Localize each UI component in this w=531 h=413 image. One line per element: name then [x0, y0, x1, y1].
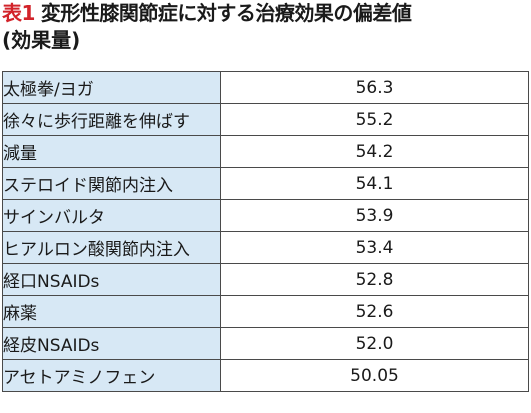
value-cell: 54.2	[220, 135, 529, 168]
table-number: 表1	[2, 1, 35, 25]
table-row: 徐々に歩行距離を伸ばす 55.2	[2, 103, 529, 136]
table-row: 減量 54.2	[2, 135, 529, 168]
value-cell: 53.9	[220, 199, 529, 232]
table-body: 太極拳/ヨガ 56.3 徐々に歩行距離を伸ばす 55.2 減量 54.2 ステロ…	[2, 71, 529, 392]
treatment-cell: ヒアルロン酸関節内注入	[2, 231, 221, 264]
table-row: アセトアミノフェン 50.05	[2, 359, 529, 392]
treatment-cell: 経皮NSAIDs	[2, 327, 221, 360]
table-row: 麻薬 52.6	[2, 295, 529, 328]
table-row: ヒアルロン酸関節内注入 53.4	[2, 231, 529, 264]
value-cell: 55.2	[220, 103, 529, 136]
table-row: 太極拳/ヨガ 56.3	[2, 71, 529, 104]
value-cell: 50.05	[220, 359, 529, 392]
value-cell: 53.4	[220, 231, 529, 264]
table-row: ステロイド関節内注入 54.1	[2, 167, 529, 200]
table-row: サインバルタ 53.9	[2, 199, 529, 232]
page-title: 表1 変形性膝関節症に対する治療効果の偏差値	[2, 0, 529, 27]
treatment-cell: 麻薬	[2, 295, 221, 328]
treatment-cell: ステロイド関節内注入	[2, 167, 221, 200]
treatment-cell: 太極拳/ヨガ	[2, 71, 221, 104]
treatment-cell: 徐々に歩行距離を伸ばす	[2, 103, 221, 136]
page-subtitle: (効果量)	[2, 28, 81, 52]
table-caption: 表1 変形性膝関節症に対する治療効果の偏差値 (効果量)	[2, 0, 529, 54]
treatment-cell: 経口NSAIDs	[2, 263, 221, 296]
value-cell: 56.3	[220, 71, 529, 104]
value-cell: 52.8	[220, 263, 529, 296]
value-cell: 52.0	[220, 327, 529, 360]
table-row: 経皮NSAIDs 52.0	[2, 327, 529, 360]
value-cell: 54.1	[220, 167, 529, 200]
treatment-cell: サインバルタ	[2, 199, 221, 232]
treatment-cell: 減量	[2, 135, 221, 168]
treatment-cell: アセトアミノフェン	[2, 359, 221, 392]
title-text: 変形性膝関節症に対する治療効果の偏差値	[40, 1, 412, 25]
table-row: 経口NSAIDs 52.8	[2, 263, 529, 296]
value-cell: 52.6	[220, 295, 529, 328]
effect-size-table: 太極拳/ヨガ 56.3 徐々に歩行距離を伸ばす 55.2 減量 54.2 ステロ…	[2, 71, 529, 392]
